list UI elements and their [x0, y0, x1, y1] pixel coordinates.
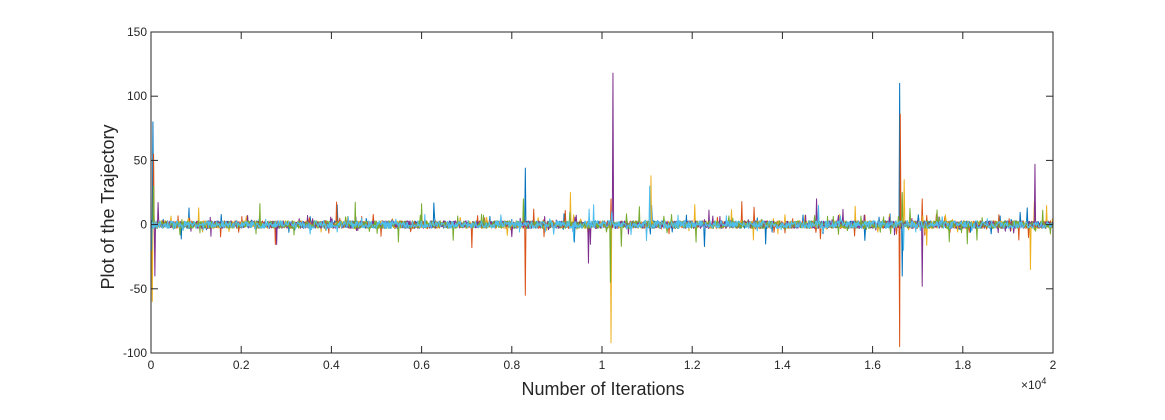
y-tick-label: 0 [140, 218, 147, 232]
x-axis-label: Number of Iterations [521, 379, 684, 399]
x-tick-label: 1.2 [684, 358, 701, 372]
x-tick-label: 0.4 [323, 358, 340, 372]
y-axis-label: Plot of the Trajectory [98, 124, 118, 289]
x-tick-label: 0.8 [503, 358, 520, 372]
series-line-x3 [150, 175, 1054, 344]
x-exponent-power: 4 [1041, 376, 1046, 386]
x-tick-label: 1.4 [774, 358, 791, 372]
x-tick-label: 0 [148, 358, 155, 372]
x-tick-label: 0.2 [233, 358, 250, 372]
series-line-x4 [150, 72, 1054, 287]
y-tick-label: 50 [134, 153, 148, 167]
y-tick-label: 100 [127, 89, 147, 103]
x-exponent-base: ×10 [1021, 378, 1042, 392]
series-line-x2 [150, 113, 1054, 348]
series-line-x1 [150, 82, 1054, 277]
x-axis-exponent: ×104 [1021, 376, 1046, 392]
y-tick-label: 150 [127, 25, 147, 39]
series-line-x6 [150, 185, 1054, 251]
x-tick-label: 1 [599, 358, 606, 372]
axes-box [150, 31, 1054, 354]
x-tick-label: 1.8 [954, 358, 971, 372]
axes: 0 0.2 0.4 0.6 0.8 1 1.2 1.4 1.6 1.8 2 -100 -50 0 50 100… [123, 25, 1057, 372]
plot-area [150, 72, 1054, 348]
y-tick-label: -50 [130, 282, 148, 296]
y-tick-label: -100 [123, 346, 147, 360]
x-tick-label: 0.6 [413, 358, 430, 372]
x-tick-label: 2 [1050, 358, 1057, 372]
series-line-x5 [150, 185, 1054, 283]
x-tick-label: 1.6 [864, 358, 881, 372]
